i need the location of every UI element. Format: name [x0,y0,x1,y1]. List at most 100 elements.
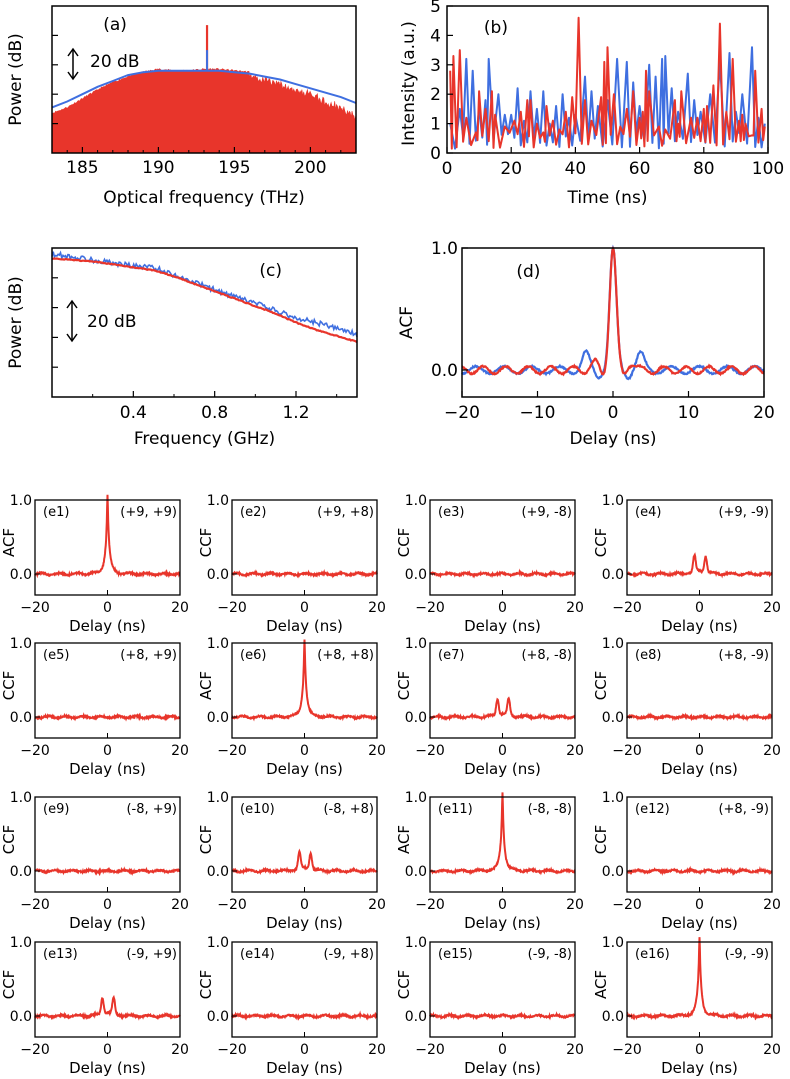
small-panel-xlabel: Delay (ns) [69,760,146,778]
y-tick-label: 0.0 [602,864,624,880]
panel-d-frame [461,247,765,398]
x-tick-label: −20 [20,897,50,913]
x-tick-label: −20 [217,743,247,759]
scale-arrow-heads [67,47,79,81]
small-panel-xlabel: Delay (ns) [266,914,343,932]
y-tick-label: 0.0 [10,864,32,880]
small-panel-label: (e4) [635,505,661,520]
panel-label-d: (d) [516,262,540,282]
small-panel-xlabel: Delay (ns) [464,760,541,778]
x-tick-label: −20 [217,897,247,913]
small-panel-ylabel: CCF [0,671,18,701]
scale-label: 20 dB [90,52,140,72]
x-tick-label: 20 [171,897,189,913]
y-tick-label: 1.0 [207,636,229,652]
x-tick-label: 0.4 [120,403,147,423]
small-panel-label: (e10) [240,802,275,817]
small-panel-ylabel: CCF [395,970,413,1000]
x-tick-label: 60 [629,159,651,179]
small-panel-label: (e13) [43,947,78,962]
y-tick-label: 0.0 [10,1009,32,1025]
x-axis-label: Optical frequency (THz) [103,188,304,208]
x-tick-label: 20 [368,743,386,759]
y-tick-label: 0.0 [207,710,229,726]
y-tick-label: 0.0 [431,361,458,381]
x-tick-label: 0 [695,897,704,913]
y-axis-label: ACF [397,306,417,339]
y-axis-label: Power (dB) [6,276,26,369]
small-panel-pair: (-9, +8) [323,947,374,962]
small-panel-ylabel: CCF [592,528,610,558]
panel-c-frame [51,247,358,398]
small-panel-ylabel: CCF [0,825,18,855]
x-tick-label: −20 [217,600,247,616]
panel-b-frame [446,5,769,154]
small-panel-xlabel: Delay (ns) [69,914,146,932]
y-tick-label: 0.0 [602,710,624,726]
panel-label-b: (b) [484,18,508,38]
x-axis-label: Frequency (GHz) [134,429,275,449]
small-panel-curve-e15 [429,1011,576,1021]
y-tick-label: 1.0 [10,790,32,806]
y-tick-label: 1.0 [207,935,229,951]
series-red-spectrum-area [51,68,357,154]
small-panel-curve-e12 [627,865,773,877]
x-tick-label: 0 [498,743,507,759]
small-panel-pair: (+8, +9) [120,648,177,663]
small-panel-label: (e15) [438,947,473,962]
small-panel-xlabel: Delay (ns) [661,617,738,635]
y-tick-label: 0.0 [405,864,427,880]
y-tick-label: 1.0 [602,935,624,951]
small-panel-pair: (+8, -9) [718,802,769,817]
small-panel-xlabel: Delay (ns) [464,617,541,635]
y-tick-label: 1.0 [405,935,427,951]
series-blue [461,244,765,381]
small-panel-ylabel: ACF [395,825,413,854]
small-panel-ylabel: ACF [592,970,610,999]
y-tick-label: 1.0 [207,790,229,806]
small-panel-curve-e6 [231,639,378,722]
y-tick-label: 1 [430,115,441,135]
small-panel-curve-e11 [429,792,576,876]
small-panel-pair: (-9, -9) [725,947,769,962]
series-red [461,245,765,377]
small-panel-ylabel: CCF [395,528,413,558]
y-tick-label: 1.0 [405,493,427,509]
x-tick-label: −20 [415,743,445,759]
small-panel-curve-e2 [231,568,378,579]
small-panel-curve-e7 [429,696,576,722]
y-tick-label: 0.0 [405,710,427,726]
x-tick-label: 80 [693,159,715,179]
x-tick-label: 0 [103,897,112,913]
x-tick-label: 185 [66,158,98,178]
x-tick-label: 0 [498,600,507,616]
x-axis-label: Delay (ns) [569,429,656,449]
small-panel-curve-e4 [626,552,773,579]
x-tick-label: 20 [763,897,781,913]
x-tick-label: −20 [20,743,50,759]
x-tick-label: 40 [565,159,587,179]
y-tick-label: 4 [430,26,441,46]
x-tick-label: 20 [171,743,189,759]
x-tick-label: −10 [520,403,556,423]
small-panel-label: (e16) [635,947,670,962]
x-tick-label: 0 [103,1042,112,1058]
small-panel-label: (e1) [43,505,69,520]
x-tick-label: 0 [442,159,453,179]
panel-label-a: (a) [103,15,127,35]
small-panel-label: (e2) [240,505,266,520]
x-tick-label: 20 [566,743,584,759]
small-panel-curve-e5 [34,712,181,722]
small-panel-ylabel: CCF [0,970,18,1000]
small-panel-label: (e7) [438,648,464,663]
small-panel-ylabel: CCF [592,825,610,855]
series-red [449,16,766,150]
small-panel-curve-e1 [34,494,181,579]
small-panel-ylabel: CCF [197,825,215,855]
y-tick-label: 0.0 [10,567,32,583]
small-panel-xlabel: Delay (ns) [464,1059,541,1077]
x-tick-label: 20 [763,1042,781,1058]
x-tick-label: −20 [612,1042,642,1058]
x-tick-label: 0 [608,403,619,423]
x-tick-label: 20 [500,159,522,179]
